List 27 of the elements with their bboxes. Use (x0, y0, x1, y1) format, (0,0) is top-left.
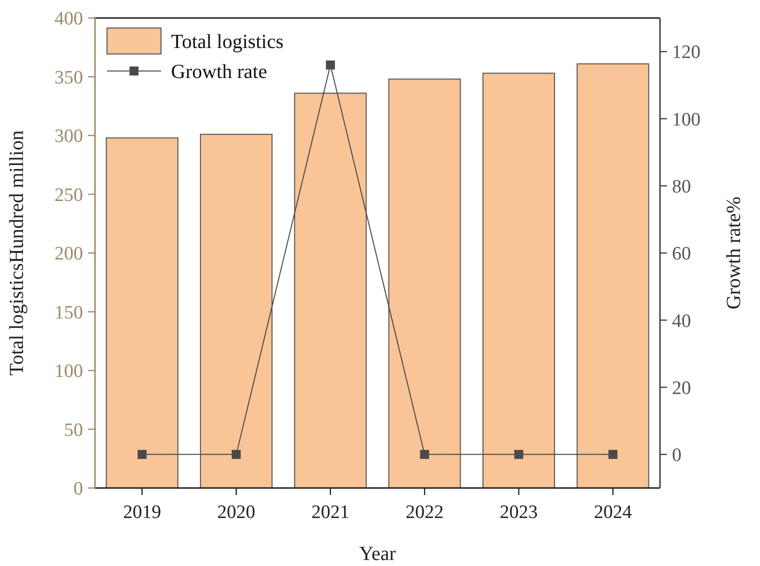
y-axis-title: Total logisticsHundred million (6, 130, 28, 376)
y-tick-label: 50 (64, 420, 83, 441)
y-tick-label: 400 (54, 8, 83, 30)
y-tick-label: 200 (54, 244, 83, 265)
x-tick-label: 2019 (123, 502, 162, 523)
y2-tick-label: 100 (672, 109, 700, 130)
y-tick-label: 250 (54, 184, 83, 206)
y-tick-label: 150 (54, 302, 83, 324)
y-tick-label: 100 (54, 361, 83, 382)
x-tick-label: 2021 (311, 502, 350, 523)
y2-tick-label: 40 (672, 310, 691, 332)
x-axis-title: Year (359, 543, 396, 565)
y2-tick-label: 120 (672, 42, 700, 64)
y2-tick-label: 0 (672, 445, 682, 466)
y-tick-label: 350 (54, 67, 83, 88)
x-tick-label: 2020 (217, 502, 256, 523)
y2-axis-title: Growth rate% (723, 196, 745, 310)
legend-label: Growth rate (171, 61, 268, 83)
y-tick-label: 300 (54, 126, 83, 148)
y-tick-label: 0 (74, 478, 83, 500)
x-tick-label: 2024 (594, 502, 632, 523)
legend-label: Total logistics (171, 31, 284, 53)
y2-tick-label: 20 (672, 378, 691, 399)
y2-tick-label: 80 (672, 176, 691, 198)
x-tick-label: 2023 (500, 502, 538, 523)
y2-tick-label: 60 (672, 244, 691, 265)
x-tick-label: 2022 (406, 502, 444, 523)
